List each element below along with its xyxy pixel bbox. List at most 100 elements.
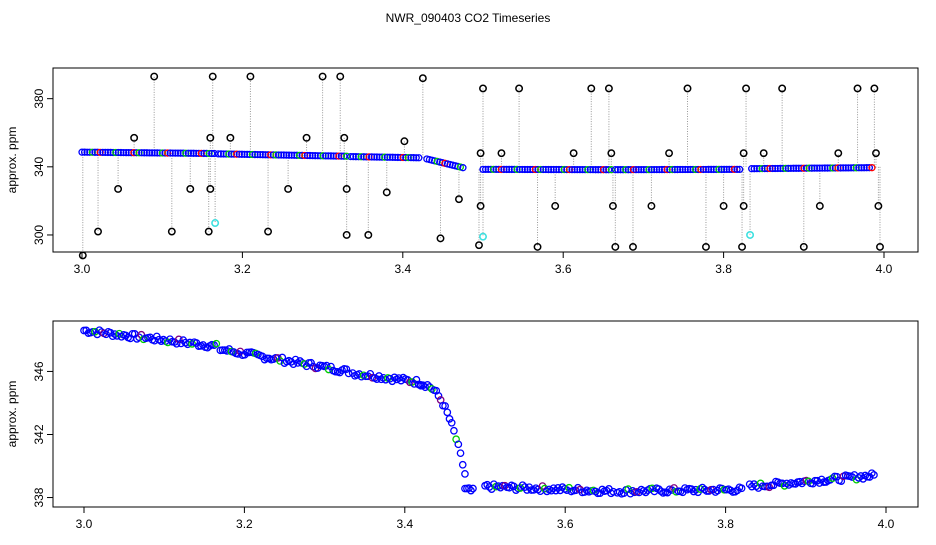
- bottom-xtick-label: 3.4: [396, 517, 413, 531]
- data-point: [810, 164, 819, 172]
- bottom-ylabel: approx. ppm: [5, 381, 19, 448]
- outlier-point: [870, 84, 879, 93]
- data-point: [591, 166, 600, 174]
- flagged-point: [211, 219, 220, 228]
- data-point: [518, 165, 526, 174]
- data-point: [497, 165, 505, 174]
- data-point: [307, 358, 315, 367]
- top-ylabel: approx. ppm: [5, 127, 19, 194]
- data-point: [295, 151, 304, 160]
- data-point: [259, 151, 267, 159]
- data-point: [597, 166, 605, 174]
- data-point: [381, 153, 389, 161]
- outlier-point: [607, 149, 616, 158]
- data-point: [687, 485, 696, 494]
- data-point: [138, 149, 146, 157]
- data-point: [834, 164, 842, 172]
- data-point: [544, 165, 553, 174]
- data-point: [847, 164, 855, 172]
- data-point: [176, 149, 185, 157]
- data-point: [510, 165, 519, 174]
- data-point: [867, 469, 876, 478]
- data-point: [187, 149, 195, 157]
- data-point: [500, 165, 508, 174]
- outlier-point: [647, 202, 656, 210]
- outlier-point: [364, 231, 373, 239]
- data-point: [842, 164, 850, 172]
- data-point: [458, 460, 467, 469]
- data-point: [615, 487, 624, 496]
- outlier-point: [475, 241, 483, 250]
- data-point: [233, 150, 241, 158]
- data-point: [543, 487, 551, 496]
- data-point: [269, 151, 277, 159]
- outlier-point: [742, 84, 751, 93]
- data-point: [616, 166, 625, 174]
- data-point: [560, 165, 568, 174]
- outlier-point: [150, 72, 159, 81]
- data-point: [568, 165, 576, 174]
- data-point: [863, 164, 871, 172]
- data-point: [658, 165, 666, 174]
- data-point: [391, 153, 399, 162]
- data-point: [112, 148, 120, 157]
- data-point: [311, 152, 319, 160]
- outlier-point: [342, 231, 351, 239]
- data-point: [676, 165, 684, 174]
- data-point: [637, 165, 645, 174]
- data-point: [839, 164, 847, 172]
- top-xtick-label: 3.4: [394, 262, 411, 276]
- data-point: [253, 150, 262, 159]
- data-point: [314, 152, 322, 160]
- data-point: [584, 165, 592, 174]
- data-point: [214, 150, 222, 158]
- data-point: [332, 152, 340, 160]
- data-point: [571, 165, 579, 174]
- data-point: [536, 165, 545, 174]
- data-point: [447, 418, 456, 427]
- data-point: [122, 148, 130, 157]
- data-point: [285, 151, 293, 159]
- data-point: [362, 153, 371, 161]
- data-point: [632, 166, 640, 174]
- data-point: [539, 165, 547, 174]
- data-point: [828, 474, 837, 483]
- data-point: [505, 165, 513, 174]
- data-point: [581, 165, 589, 174]
- data-point: [521, 165, 529, 174]
- data-point: [80, 148, 89, 156]
- data-point: [547, 165, 555, 174]
- data-point: [594, 166, 602, 174]
- outlier-point: [78, 251, 87, 260]
- data-point: [324, 152, 332, 160]
- data-point: [114, 148, 122, 157]
- data-point: [443, 408, 452, 417]
- data-point: [407, 153, 415, 162]
- outlier-point: [683, 84, 692, 93]
- data-point: [660, 165, 669, 174]
- data-point: [396, 153, 405, 162]
- outlier-point: [479, 84, 487, 93]
- data-point: [850, 164, 858, 172]
- data-point: [225, 150, 233, 158]
- data-point: [737, 484, 746, 493]
- data-point: [634, 165, 643, 174]
- data-point: [758, 164, 766, 173]
- data-point: [640, 165, 648, 174]
- top-data: [78, 72, 884, 260]
- outlier-point: [629, 242, 637, 251]
- data-point: [679, 165, 687, 174]
- top-panel: approx. ppm 3.0 3.2 3.4 3.6 3.8 4.0 300 340 380: [5, 67, 919, 276]
- data-point: [602, 166, 610, 174]
- data-point: [647, 165, 656, 174]
- data-point: [492, 165, 500, 174]
- data-point: [469, 484, 477, 493]
- data-point: [805, 164, 813, 172]
- data-point: [316, 152, 325, 160]
- data-point: [653, 165, 661, 174]
- bottom-ytick-label: 346: [32, 361, 46, 381]
- data-point: [860, 164, 868, 172]
- data-point: [868, 164, 876, 172]
- data-point: [140, 149, 148, 157]
